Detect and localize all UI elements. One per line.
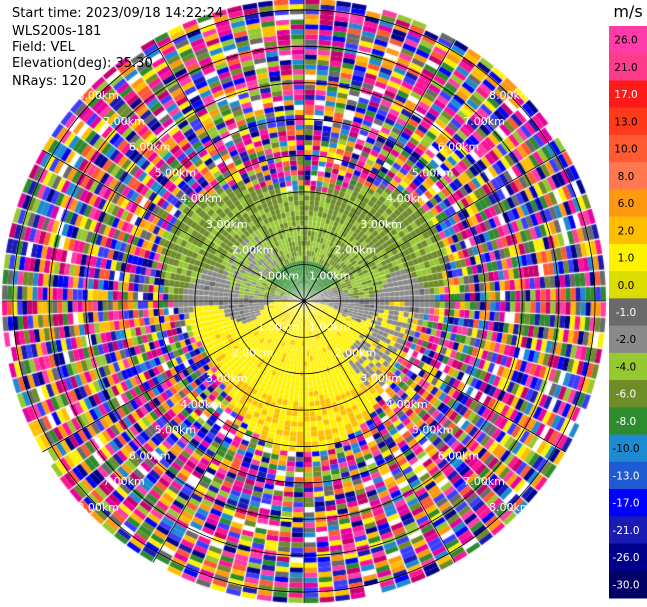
nrays-label: NRays: 120 (12, 74, 87, 89)
ring-label: 7.00km (103, 115, 145, 128)
colorbar-tick-label: -30.0 (612, 579, 639, 591)
azimuth-line (303, 300, 456, 563)
ring-label: 3.00km (206, 372, 248, 385)
ring-label: 6.00km (438, 449, 480, 462)
colorbar-bin (609, 380, 647, 408)
ring-label: 8.00km (77, 89, 119, 102)
colorbar-tick-label: -1.0 (616, 307, 637, 319)
azimuth-line (152, 300, 305, 563)
colorbar-tick-label: -2.0 (616, 334, 637, 346)
colorbar-bin (609, 298, 647, 327)
colorbar-bin (609, 434, 647, 463)
colorbar-bin (609, 26, 647, 54)
colorbar-bin (609, 325, 647, 354)
ring-label: 8.00km (77, 501, 119, 514)
colorbar-tick-label: -21.0 (612, 525, 639, 537)
ring-label: 1.00km (309, 269, 351, 282)
ring-label: 4.00km (180, 398, 222, 411)
ring-label: 2.00km (232, 244, 274, 257)
colorbar-bin (609, 516, 647, 545)
ring-label: 1.00km (257, 269, 299, 282)
azimuth-line (303, 149, 566, 302)
colorbar-bin (609, 352, 647, 381)
ring-label: 5.00km (412, 424, 454, 437)
colorbar-tick-label: 13.0 (614, 116, 637, 128)
colorbar-tick-label: 6.0 (618, 198, 635, 210)
azimuth-line (152, 39, 305, 302)
ring-label: 6.00km (129, 449, 171, 462)
ring-label: 5.00km (155, 424, 197, 437)
ring-label: 3.00km (206, 218, 248, 231)
colorbar-bin (609, 271, 647, 299)
colorbar-tick-label: -26.0 (612, 552, 639, 564)
azimuth-line (42, 149, 305, 302)
ring-label: 2.00km (335, 346, 377, 359)
ring-label: 1.00km (309, 321, 351, 334)
ring-label: 7.00km (103, 475, 145, 488)
ring-label: 5.00km (155, 166, 197, 179)
colorbar-bin (609, 134, 647, 163)
ring-label: 6.00km (438, 141, 480, 154)
colorbar-tick-label: -17.0 (612, 498, 639, 510)
ring-label: 8.00km (489, 501, 531, 514)
ring-label: 7.00km (463, 475, 505, 488)
ring-label: 1.00km (257, 321, 299, 334)
ring-label: 4.00km (180, 192, 222, 205)
colorbar-tick-label: 1.0 (618, 253, 635, 265)
colorbar-bin (609, 461, 647, 490)
colorbar-bin (609, 216, 647, 245)
colorbar-tick-label: 2.0 (618, 225, 635, 237)
field-label: Field: VEL (12, 40, 75, 55)
ring-label: 3.00km (360, 218, 402, 231)
colorbar-bins (609, 26, 647, 599)
colorbar-bin (609, 543, 647, 572)
colorbar-tick-label: -6.0 (616, 389, 637, 401)
colorbar-bin (609, 162, 647, 190)
colorbar-bin (609, 107, 647, 136)
azimuth-line (303, 300, 566, 453)
colorbar-bin (609, 53, 647, 81)
instrument-label: WLS200s-181 (12, 24, 102, 39)
colorbar-tick-label: -4.0 (616, 361, 637, 373)
colorbar-bin (609, 243, 647, 272)
colorbar-tick-label: 26.0 (614, 35, 637, 47)
ring-label: 8.00km (489, 89, 531, 102)
colorbar-bin (609, 189, 647, 218)
ring-label: 4.00km (386, 192, 428, 205)
colorbar-tick-label: -13.0 (612, 470, 639, 482)
colorbar-tick-label: 0.0 (618, 280, 635, 292)
ring-label: 2.00km (335, 244, 377, 257)
colorbar-units-label: m/s (613, 2, 642, 21)
ring-label: 4.00km (386, 398, 428, 411)
ring-label: 6.00km (129, 141, 171, 154)
colorbar-tick-label: -10.0 (612, 443, 639, 455)
colorbar-tick-labels: 26.0 21.0 17.0 13.0 10.0 8.0 6.0 2.0 1.0 0.0 -1.0 -… (612, 35, 639, 592)
colorbar-bin (609, 80, 647, 109)
ring-label: 2.00km (232, 346, 274, 359)
colorbar-tick-label: 21.0 (614, 62, 637, 74)
ring-label: 7.00km (463, 115, 505, 128)
azimuth-line (42, 300, 305, 453)
colorbar-tick-label: 8.0 (618, 171, 635, 183)
colorbar-bin (609, 570, 647, 599)
colorbar-tick-label: 17.0 (614, 89, 637, 101)
colorbar-tick-label: 10.0 (614, 144, 637, 156)
ring-label: 3.00km (360, 372, 402, 385)
colorbar-bin (609, 489, 647, 517)
colorbar-tick-label: -8.0 (616, 416, 637, 428)
azimuth-line (303, 39, 456, 302)
start-time-label: Start time: 2023/09/18 14:22:24 (12, 6, 224, 21)
ring-label: 5.00km (412, 166, 454, 179)
colorbar-bin (609, 407, 647, 436)
elevation-label: Elevation(deg): 35.30 (12, 56, 153, 71)
